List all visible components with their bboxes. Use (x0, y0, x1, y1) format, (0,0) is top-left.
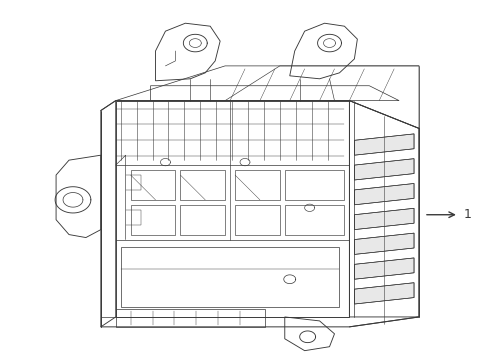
Polygon shape (354, 233, 414, 255)
Text: 1: 1 (464, 208, 472, 221)
Polygon shape (354, 283, 414, 304)
Polygon shape (354, 184, 414, 205)
Polygon shape (354, 159, 414, 180)
Polygon shape (354, 208, 414, 230)
Polygon shape (354, 134, 414, 155)
Polygon shape (354, 258, 414, 279)
